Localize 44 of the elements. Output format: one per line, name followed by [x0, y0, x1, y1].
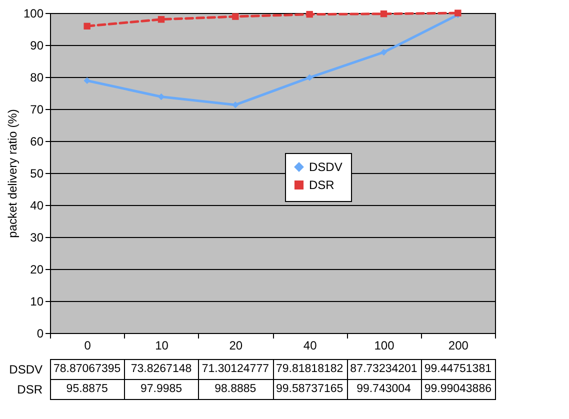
data-label: 99.58737165 [276, 383, 344, 395]
legend-label: DSR [309, 178, 335, 192]
data-label: 87.73234201 [350, 363, 418, 375]
x-tick-label: 20 [229, 338, 243, 352]
y-tick-label: 80 [30, 70, 44, 84]
point [306, 74, 313, 81]
y-tick-label: 60 [30, 134, 44, 148]
y-tick-label: 30 [30, 230, 44, 244]
legend-label: DSDV [309, 160, 342, 174]
data-label: 73.8267148 [130, 363, 192, 375]
text: DSR [17, 382, 42, 396]
data-label: 71.30124777 [202, 363, 269, 375]
data-label: 99.44751381 [424, 363, 492, 375]
data-label: 99.743004 [356, 383, 412, 395]
data-label: 99.99043886 [424, 383, 492, 395]
y-tick-label: 50 [30, 166, 44, 180]
y-axis-title: packet delivery ratio (%) [5, 109, 20, 238]
data-label: 78.87067395 [54, 363, 121, 375]
point [158, 93, 165, 100]
point [232, 13, 239, 20]
data-label: 98.8885 [214, 383, 256, 395]
point [84, 77, 90, 84]
point [306, 10, 313, 18]
x-tick-label: 100 [374, 338, 395, 352]
point [158, 16, 165, 23]
text: DSDV [9, 362, 42, 376]
point [380, 10, 388, 18]
data-label: 97.9985 [140, 383, 182, 395]
y-tick-label: 10 [30, 294, 44, 308]
y-tick-label: 20 [30, 262, 44, 276]
x-tick-label: 10 [155, 338, 169, 352]
x-tick-label: 0 [84, 338, 92, 352]
point [380, 48, 388, 56]
point [232, 101, 239, 108]
y-tick-label: 40 [30, 198, 44, 212]
y-tick-label: 90 [30, 38, 44, 52]
x-tick-label: 40 [303, 338, 318, 352]
x-tick-label: 200 [448, 338, 469, 352]
data-label: 79.81818182 [276, 363, 344, 375]
point [84, 22, 90, 30]
y-tick-label: 100 [23, 6, 44, 20]
y-tick-label: 0 [36, 326, 44, 340]
data-label: 95.8875 [66, 383, 108, 395]
y-tick-label: 70 [30, 102, 44, 116]
